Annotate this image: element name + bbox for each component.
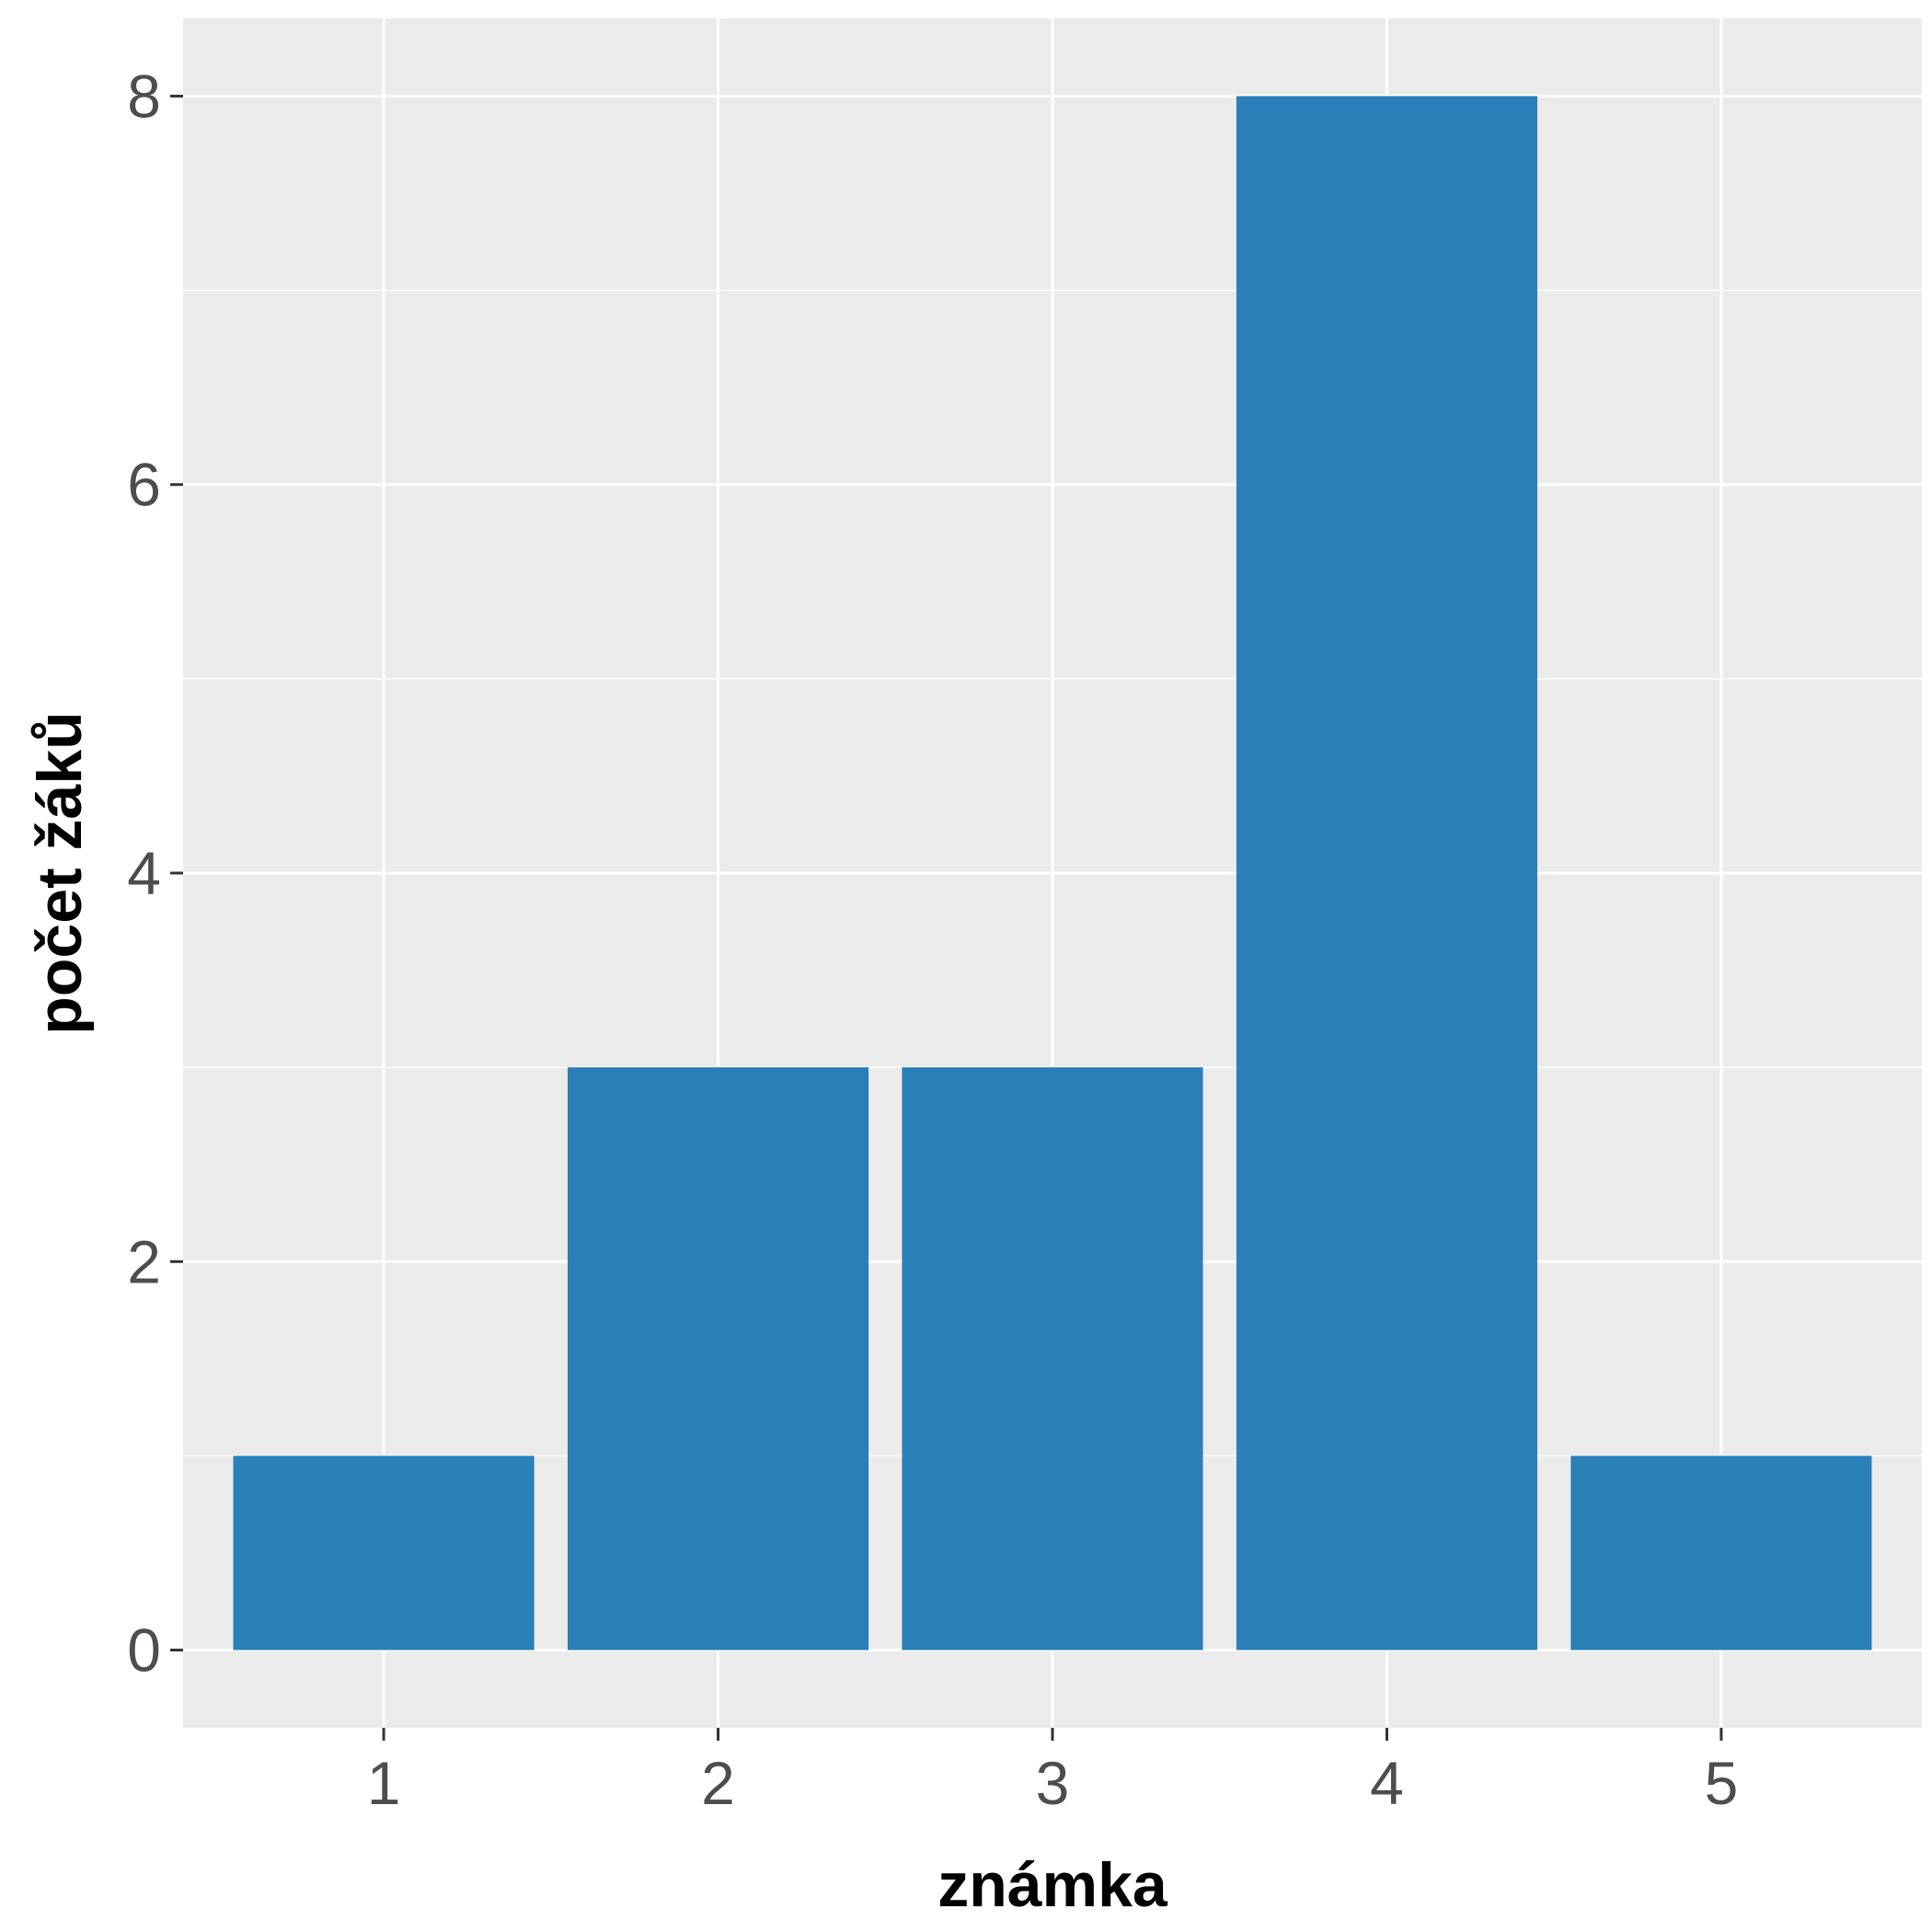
x-tick-label: 4 [1370,1749,1404,1817]
y-tick-label: 4 [127,839,161,907]
x-axis-title: známka [937,1850,1168,1920]
bars-group [233,96,1872,1650]
x-tick-label: 3 [1036,1749,1070,1817]
x-tick-label: 2 [701,1749,735,1817]
bar-4 [1236,96,1538,1650]
y-tick-label: 8 [127,62,161,130]
y-axis-title: počet žáků [25,711,95,1034]
y-tick-label: 6 [127,451,161,519]
x-axis: 1 2 3 4 5 [367,1728,1739,1817]
x-tick-label: 5 [1705,1749,1739,1817]
x-tick-label: 1 [367,1749,401,1817]
y-axis: 0 2 4 6 8 [127,62,183,1685]
bar-5 [1570,1455,1872,1650]
y-tick-label: 2 [127,1227,161,1295]
bar-2 [567,1067,869,1650]
y-tick-label: 0 [127,1616,161,1685]
bar-3 [902,1067,1203,1650]
bar-1 [233,1455,535,1650]
